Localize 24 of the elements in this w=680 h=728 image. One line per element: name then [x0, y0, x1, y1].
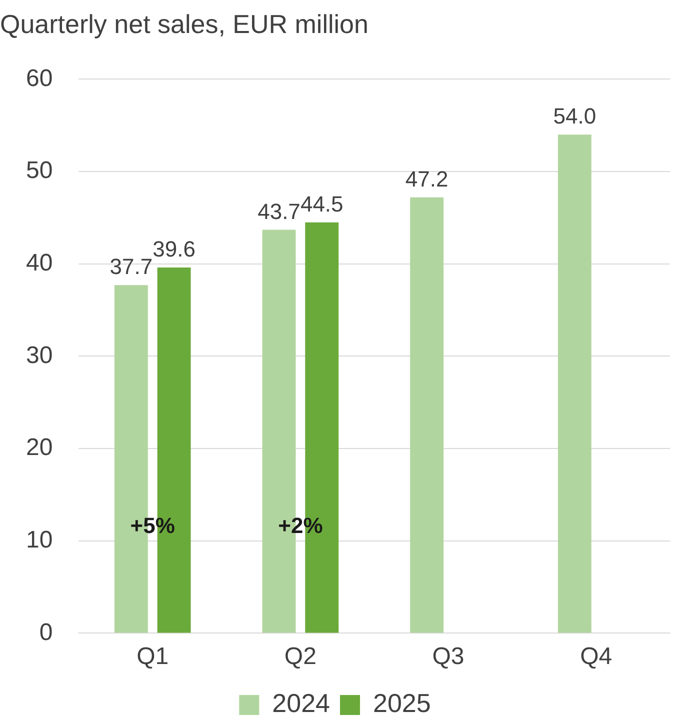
y-tick-label: 10 — [26, 526, 53, 554]
data-label: 44.5 — [300, 191, 344, 216]
data-label: 37.7 — [110, 254, 153, 280]
y-tick-label: 40 — [26, 249, 53, 276]
annotation: +2% — [278, 513, 323, 538]
y-tick-label: 50 — [26, 157, 53, 184]
y-tick-label: 30 — [26, 342, 53, 369]
bar — [558, 134, 592, 633]
bar — [410, 197, 444, 633]
annotation: +5% — [130, 513, 175, 538]
y-tick-label: 0 — [39, 618, 53, 646]
data-label: 54.0 — [553, 104, 596, 129]
chart-title: Quarterly net sales, EUR million — [0, 8, 368, 39]
x-tick-label: Q4 — [580, 643, 612, 670]
x-tick-label: Q1 — [136, 643, 169, 670]
data-label: 39.6 — [152, 236, 196, 262]
legend-label: 2025 — [373, 688, 431, 718]
legend-label: 2024 — [272, 688, 330, 718]
x-tick-label: Q3 — [432, 643, 464, 670]
data-label: 43.7 — [258, 198, 300, 224]
y-tick-label: 20 — [26, 434, 53, 462]
y-tick-label: 60 — [26, 64, 53, 92]
data-label: 47.2 — [405, 166, 448, 192]
x-tick-label: Q2 — [284, 643, 316, 670]
